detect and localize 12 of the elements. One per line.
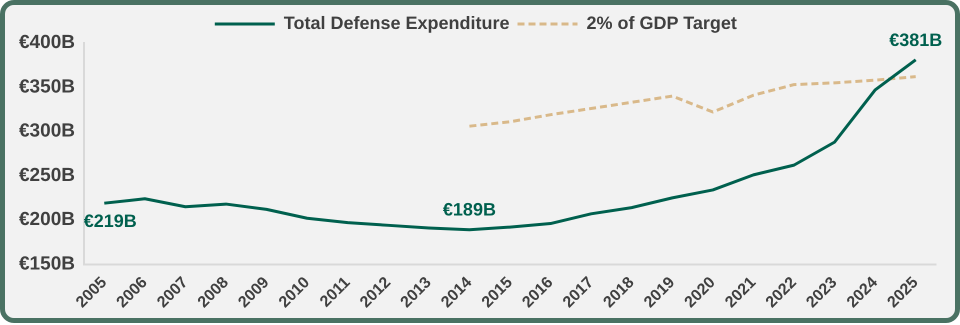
legend-label: 2% of GDP Target: [586, 12, 737, 33]
y-tick-label: €350B: [18, 76, 75, 98]
line-series: [468, 75, 918, 128]
data-label: €381B: [889, 30, 942, 50]
y-tick-label: €200B: [18, 209, 75, 230]
legend-label: Total Defense Expenditure: [284, 12, 510, 33]
data-label: €219B: [84, 211, 137, 232]
data-label: €189B: [442, 200, 496, 220]
y-tick-label: €150B: [18, 253, 75, 274]
y-tick-label: €400B: [18, 32, 75, 54]
y-tick-label: €300B: [18, 120, 75, 142]
y-tick-label: €250B: [18, 164, 75, 186]
